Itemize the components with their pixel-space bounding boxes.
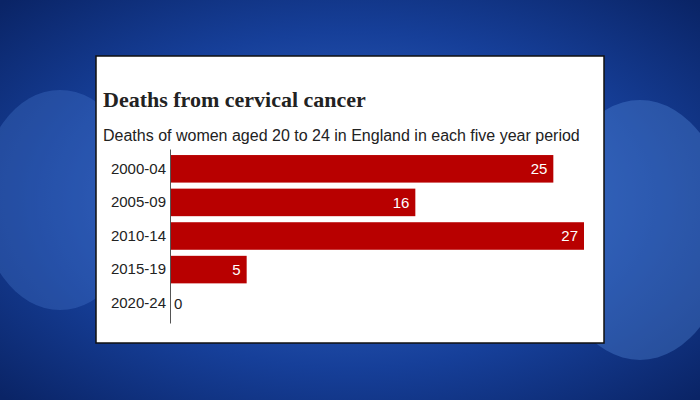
data-labels: 25 16 27 5 0 (174, 160, 578, 311)
tick: 2010-14 (111, 227, 166, 244)
tick-label: 2005-09 (111, 193, 166, 210)
data-label: 5 (232, 261, 240, 278)
tick-label: 2020-24 (111, 294, 166, 311)
bar (170, 256, 247, 284)
tick: 2015-19 (111, 260, 166, 277)
tick-label: 2010-14 (111, 227, 166, 244)
tick: 2020-24 (111, 294, 166, 311)
bar (170, 189, 415, 217)
data-label: 25 (531, 160, 548, 177)
subtitle: Deaths of women aged 20 to 24 in England… (103, 127, 580, 144)
bar (170, 222, 584, 250)
title: Deaths from cervical cancer (103, 87, 366, 112)
bars (170, 155, 584, 283)
tick-label: 2015-19 (111, 260, 166, 277)
category-axis: 2000-04 2005-09 2010-14 2015-19 2020-24 (111, 150, 171, 324)
data-label: 27 (561, 227, 578, 244)
card (96, 56, 604, 343)
background (0, 0, 700, 400)
bar (170, 155, 553, 183)
tick: 2005-09 (111, 193, 166, 210)
axis-line (170, 150, 171, 324)
tick: 2000-04 (111, 160, 166, 177)
tick-label: 2000-04 (111, 160, 166, 177)
data-label: 16 (393, 194, 410, 211)
chart-svg: Deaths from cervical cancer Deaths of wom… (0, 0, 700, 400)
data-label: 0 (174, 295, 182, 312)
